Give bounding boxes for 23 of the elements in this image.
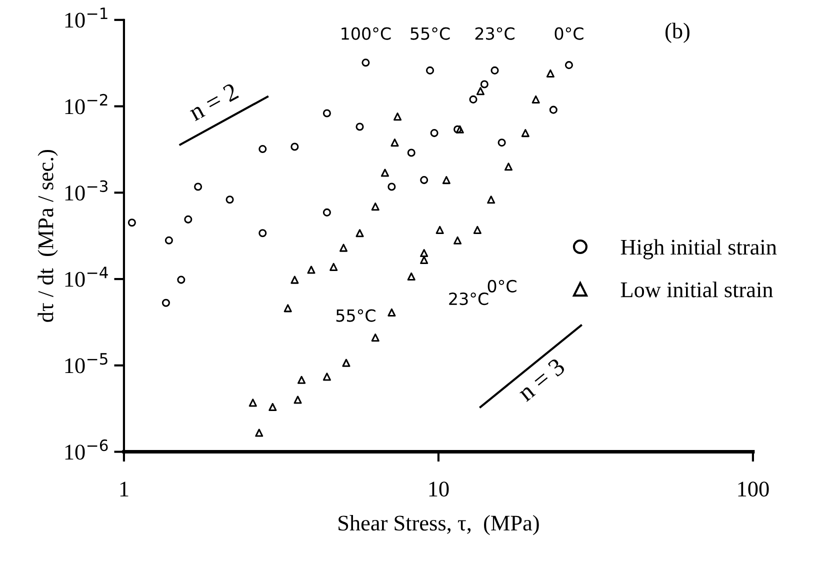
x-tick-label: 10 — [429, 482, 449, 497]
annotation: n = 2 — [187, 82, 239, 122]
annotation: 100°C — [342, 27, 391, 40]
legend-label: Low initial strain — [620, 282, 773, 298]
annotation: 55°C — [336, 309, 376, 322]
annotation: n = 3 — [516, 357, 566, 402]
annotation: 55°C — [410, 27, 450, 40]
annotation: 0°C — [488, 280, 516, 292]
y-tick-label: 10$^{−2}$ — [65, 94, 108, 114]
y-tick-label: 10$^{−1}$ — [65, 8, 108, 28]
annotation: 23°C — [449, 292, 488, 306]
annotation: 23°C — [475, 27, 514, 40]
x-tick-label: 100 — [738, 482, 769, 497]
y-tick-label: 10$^{−5}$ — [65, 353, 108, 374]
y-tick-label: 10$^{−4}$ — [65, 266, 108, 287]
y-tick-label: 10$^{−3}$ — [65, 180, 108, 201]
legend-label: High initial strain — [620, 239, 777, 260]
x-axis-title: Shear Stress, τ, (MPa) — [338, 514, 539, 536]
x-tick-label: 1 — [120, 482, 128, 496]
annotation: 0°C — [554, 27, 584, 40]
y-tick-label: 10$^{−6}$ — [65, 439, 108, 460]
y-axis-title: dτ / dt (MPa / sec.) — [38, 150, 58, 322]
annotation: (b) — [666, 22, 690, 43]
